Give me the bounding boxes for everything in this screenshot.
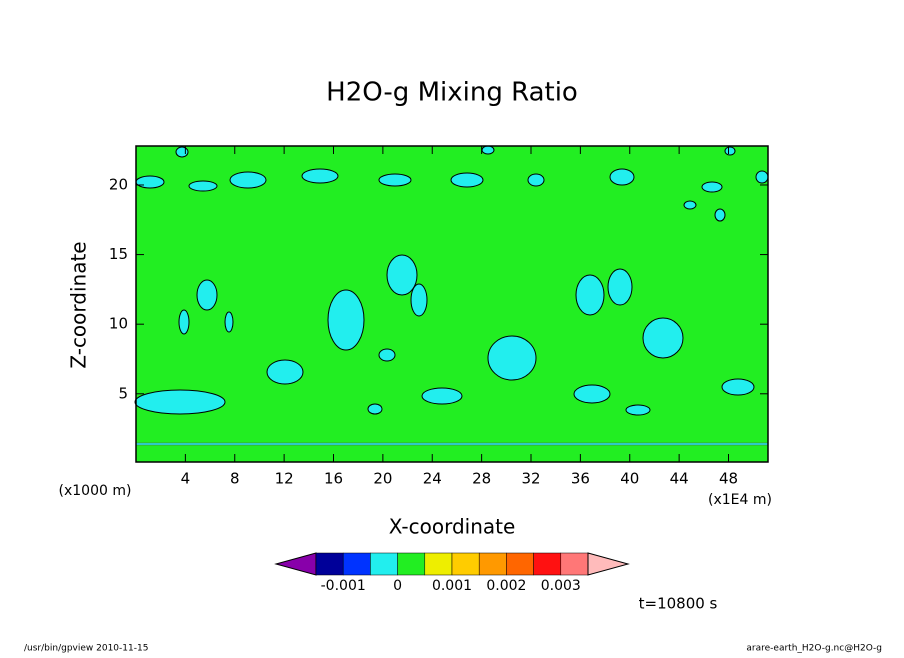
y-tick-label: 5 — [118, 384, 128, 402]
contour-region — [701, 181, 723, 193]
contour-region — [683, 200, 697, 210]
colorbar-box — [533, 552, 562, 576]
x-axis-label: X-coordinate — [389, 515, 516, 539]
footer-right: arare-earth_H2O-g.nc@H2O-g — [746, 644, 882, 654]
contour-region — [378, 348, 396, 362]
x-tick-label: 16 — [324, 470, 343, 488]
contour-region — [301, 168, 339, 184]
x-unit: (x1E4 m) — [708, 492, 772, 508]
contour-region — [527, 173, 545, 187]
x-tick-label: 36 — [571, 470, 590, 488]
x-tick-label: 12 — [275, 470, 294, 488]
contour-region — [714, 208, 726, 222]
colorbar-box — [342, 552, 371, 576]
contour-region — [178, 309, 190, 335]
contour-region — [367, 403, 383, 415]
contour-region — [135, 175, 165, 189]
contour-region — [575, 274, 605, 316]
x-tick-label: 24 — [423, 470, 442, 488]
contour-region — [386, 254, 418, 296]
colorbar-box — [370, 552, 398, 576]
x-tick-label: 8 — [230, 470, 240, 488]
contour-region — [481, 145, 495, 155]
colorbar-box — [560, 552, 589, 576]
contour-region — [188, 180, 218, 192]
contour-regions — [134, 145, 769, 446]
colorbar-box — [315, 552, 344, 576]
x-tick-label: 32 — [521, 470, 540, 488]
contour-region — [327, 289, 365, 351]
contour-region — [609, 168, 635, 186]
time-label: t=10800 s — [639, 595, 718, 613]
contour-region — [421, 387, 463, 405]
contour-region — [607, 268, 633, 306]
colorbar-tick-label: 0 — [393, 578, 402, 594]
footer-left: /usr/bin/gpview 2010-11-15 — [24, 644, 148, 654]
colorbar-box — [506, 552, 534, 576]
chart-title: H2O-g Mixing Ratio — [326, 78, 578, 108]
y-tick-label: 10 — [109, 315, 128, 333]
contour-region — [196, 279, 218, 311]
colorbar-box — [451, 552, 480, 576]
x-tick-label: 4 — [181, 470, 191, 488]
contour-region — [175, 146, 189, 158]
contour-region — [266, 359, 304, 385]
contour-region — [134, 389, 226, 415]
contour-region — [625, 404, 651, 416]
plot-frame — [135, 145, 769, 463]
x-tick-label: 48 — [719, 470, 738, 488]
contour-region — [487, 335, 537, 381]
y-tick-label: 15 — [109, 245, 128, 263]
contour-region — [573, 384, 611, 404]
colorbar-tick-label: 0.002 — [486, 578, 526, 594]
contour-band — [135, 442, 769, 446]
colorbar-extend — [274, 552, 317, 576]
plot-field — [136, 146, 768, 462]
y-axis-label: Z-coordinate — [67, 241, 91, 368]
y-tick-label: 20 — [109, 175, 128, 193]
y-unit: (x1000 m) — [59, 483, 132, 499]
contour-region — [755, 170, 769, 184]
contour-region — [410, 283, 428, 317]
x-tick-label: 28 — [472, 470, 491, 488]
colorbar-extend — [587, 552, 630, 576]
colorbar-tick-label: 0.003 — [541, 578, 581, 594]
x-tick-label: 44 — [670, 470, 689, 488]
contour-region — [229, 171, 267, 189]
colorbar-box — [424, 552, 453, 576]
colorbar-tick-label: -0.001 — [321, 578, 366, 594]
colorbar-box — [397, 552, 426, 576]
x-tick-label: 20 — [373, 470, 392, 488]
x-tick-label: 40 — [620, 470, 639, 488]
colorbar-tick-label: 0.001 — [432, 578, 472, 594]
contour-region — [378, 173, 412, 187]
contour-region — [224, 311, 234, 333]
contour-region — [642, 317, 684, 359]
colorbar-box — [478, 552, 507, 576]
contour-region — [724, 146, 736, 156]
contour-region — [450, 172, 484, 188]
contour-region — [721, 378, 755, 396]
